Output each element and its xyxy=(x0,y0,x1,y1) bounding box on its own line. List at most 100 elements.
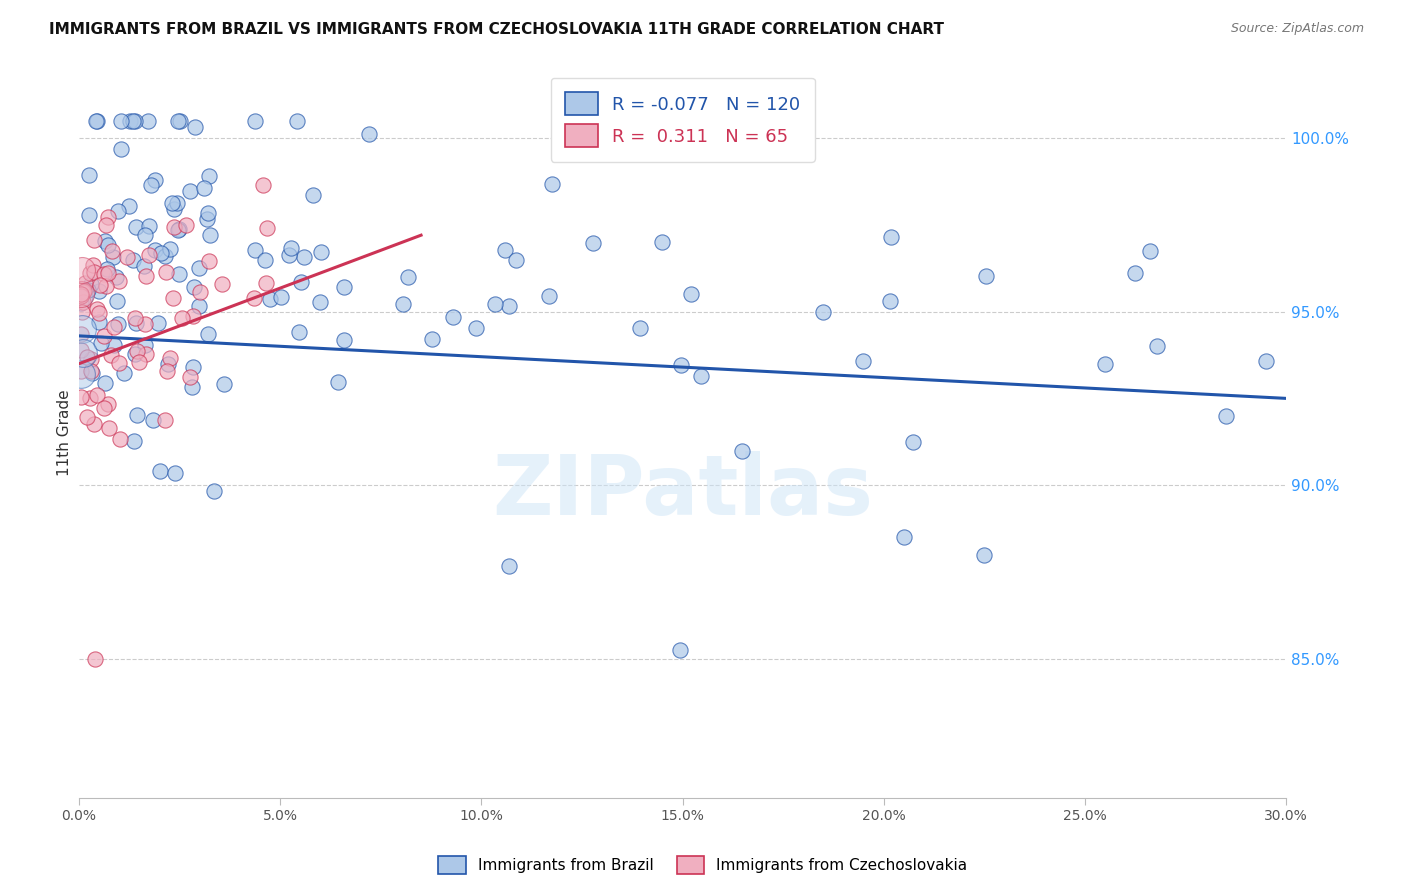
Point xyxy=(671,358,693,372)
Point xyxy=(101,251,124,265)
Point xyxy=(93,401,115,415)
Point xyxy=(1123,266,1146,280)
Point xyxy=(259,293,281,307)
Point xyxy=(94,234,117,248)
Point xyxy=(396,270,419,285)
Point xyxy=(174,218,197,232)
Point xyxy=(243,113,266,128)
Text: IMMIGRANTS FROM BRAZIL VS IMMIGRANTS FROM CZECHOSLOVAKIA 11TH GRADE CORRELATION : IMMIGRANTS FROM BRAZIL VS IMMIGRANTS FRO… xyxy=(49,22,945,37)
Point xyxy=(197,206,219,220)
Point xyxy=(541,178,564,192)
Point xyxy=(243,243,266,257)
Point xyxy=(97,238,120,252)
Point xyxy=(134,227,156,242)
Point xyxy=(80,367,103,381)
Point xyxy=(159,242,181,256)
Point xyxy=(1215,409,1237,423)
Point xyxy=(103,338,125,352)
Point xyxy=(90,335,112,350)
Point xyxy=(901,435,924,450)
Point xyxy=(70,304,93,318)
Point xyxy=(97,266,120,280)
Point xyxy=(332,280,354,294)
Point xyxy=(211,277,233,291)
Point xyxy=(138,247,160,261)
Point xyxy=(628,321,651,335)
Point xyxy=(107,203,129,218)
Point xyxy=(104,270,127,285)
Point xyxy=(465,320,488,334)
Point xyxy=(77,169,100,183)
Point xyxy=(134,347,156,361)
Point xyxy=(188,261,211,276)
Point xyxy=(270,290,292,304)
Point xyxy=(195,211,218,226)
Point xyxy=(252,178,274,192)
Point xyxy=(494,243,516,257)
Point xyxy=(537,289,560,303)
Point xyxy=(202,484,225,499)
Point xyxy=(243,292,266,306)
Point xyxy=(103,320,125,334)
Point xyxy=(83,233,105,247)
Point xyxy=(505,253,527,268)
Point xyxy=(290,275,312,289)
Point xyxy=(80,277,103,291)
Point xyxy=(879,294,901,309)
Point xyxy=(309,245,332,260)
Point xyxy=(148,316,170,330)
Point xyxy=(420,332,443,346)
Point xyxy=(89,284,111,298)
Point xyxy=(153,413,176,427)
Point xyxy=(893,530,915,544)
Point xyxy=(70,296,93,310)
Point xyxy=(136,113,159,128)
Point xyxy=(70,367,93,381)
Point xyxy=(163,202,186,216)
Point xyxy=(125,317,148,331)
Point xyxy=(70,390,93,404)
Point xyxy=(86,302,108,317)
Point xyxy=(301,188,323,202)
Point xyxy=(170,310,193,325)
Point xyxy=(156,357,179,371)
Point xyxy=(87,315,110,329)
Point xyxy=(134,337,156,351)
Point xyxy=(149,246,172,260)
Point xyxy=(689,369,711,384)
Point xyxy=(1094,357,1116,371)
Point xyxy=(100,348,122,362)
Point xyxy=(669,642,692,657)
Point xyxy=(181,360,204,375)
Point xyxy=(280,241,302,255)
Point xyxy=(973,548,995,562)
Point xyxy=(70,286,93,301)
Point xyxy=(70,343,93,357)
Point xyxy=(79,351,101,366)
Point xyxy=(72,295,94,310)
Point xyxy=(277,248,299,262)
Point xyxy=(730,444,752,458)
Point xyxy=(70,364,93,378)
Point xyxy=(359,127,381,141)
Point xyxy=(392,296,415,310)
Point xyxy=(441,310,464,324)
Point xyxy=(187,299,209,313)
Point xyxy=(149,464,172,478)
Point xyxy=(145,173,167,187)
Point xyxy=(163,219,186,234)
Point xyxy=(582,235,605,250)
Point xyxy=(84,652,107,666)
Point xyxy=(118,199,141,213)
Point xyxy=(83,265,105,279)
Point xyxy=(97,397,120,411)
Point xyxy=(79,267,101,281)
Point xyxy=(193,181,215,195)
Point xyxy=(70,326,93,341)
Point xyxy=(813,304,835,318)
Point xyxy=(86,388,108,402)
Point xyxy=(120,113,142,128)
Point xyxy=(167,267,190,281)
Point xyxy=(73,284,96,298)
Legend: R = -0.077   N = 120, R =  0.311   N = 65: R = -0.077 N = 120, R = 0.311 N = 65 xyxy=(551,78,814,161)
